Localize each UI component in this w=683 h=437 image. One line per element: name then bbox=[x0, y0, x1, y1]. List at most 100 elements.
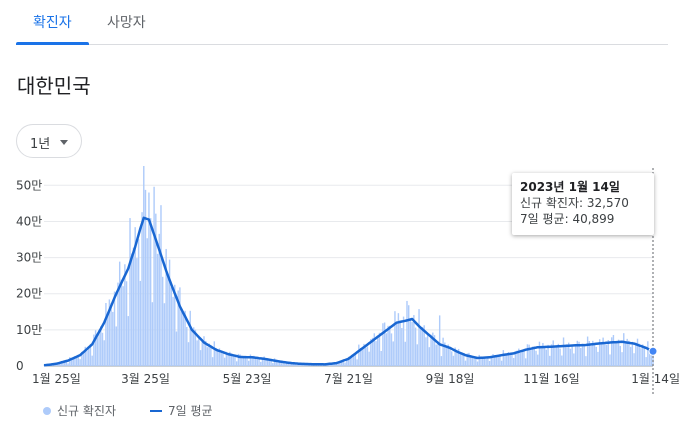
daily-case-bar bbox=[602, 337, 604, 366]
daily-case-bar bbox=[108, 299, 111, 366]
daily-case-bar bbox=[380, 350, 382, 366]
daily-case-bar bbox=[118, 261, 121, 366]
daily-case-bar bbox=[98, 329, 100, 366]
daily-case-bar bbox=[411, 321, 413, 366]
tab-cases[interactable]: 확진자 bbox=[33, 15, 72, 31]
daily-case-bar bbox=[246, 358, 248, 366]
tooltip-average: 7일 평균: 40,899 bbox=[520, 212, 615, 226]
daily-case-bar bbox=[258, 357, 260, 366]
daily-case-bar bbox=[552, 340, 554, 366]
daily-case-bar bbox=[504, 353, 506, 366]
daily-case-bar bbox=[617, 339, 620, 366]
daily-case-bar bbox=[581, 343, 584, 366]
daily-case-bar bbox=[105, 302, 107, 366]
daily-case-bar bbox=[616, 341, 618, 366]
daily-case-bar bbox=[631, 341, 634, 366]
daily-case-bar bbox=[569, 348, 572, 366]
daily-case-bar bbox=[382, 323, 384, 366]
daily-case-bar bbox=[614, 343, 616, 366]
daily-case-bar bbox=[394, 311, 396, 366]
daily-case-bar bbox=[385, 333, 388, 366]
daily-case-bar bbox=[583, 344, 585, 366]
daily-case-bar bbox=[244, 356, 246, 366]
daily-case-bar bbox=[213, 341, 216, 366]
daily-case-bar bbox=[647, 341, 649, 366]
daily-case-bar bbox=[122, 286, 124, 366]
daily-case-bar bbox=[351, 357, 353, 366]
daily-case-bar bbox=[451, 351, 453, 366]
daily-case-bar bbox=[96, 337, 99, 366]
x-tick-label: 11월 16일 bbox=[523, 372, 579, 386]
daily-case-bar bbox=[359, 348, 362, 366]
daily-case-bar bbox=[561, 355, 563, 366]
daily-case-bar bbox=[633, 353, 635, 366]
daily-case-bar bbox=[62, 362, 64, 366]
daily-case-bar bbox=[623, 333, 625, 366]
daily-case-bar bbox=[576, 340, 579, 366]
daily-case-bar bbox=[464, 360, 467, 366]
daily-case-bar bbox=[585, 356, 587, 366]
daily-case-bar bbox=[93, 334, 95, 366]
daily-case-bar bbox=[222, 353, 224, 366]
daily-case-bar bbox=[110, 303, 112, 366]
daily-case-bar bbox=[206, 347, 209, 366]
daily-case-bar bbox=[349, 356, 351, 366]
daily-case-bar bbox=[421, 327, 424, 366]
daily-case-bar bbox=[562, 337, 565, 366]
daily-case-bar bbox=[170, 287, 173, 366]
daily-case-bar bbox=[590, 345, 592, 366]
daily-case-bar bbox=[282, 362, 284, 366]
daily-case-bar bbox=[172, 296, 174, 366]
daily-case-bar bbox=[81, 351, 83, 366]
daily-case-bar bbox=[156, 253, 159, 366]
daily-case-bar bbox=[263, 356, 265, 366]
daily-case-bar bbox=[344, 362, 346, 366]
daily-case-bar bbox=[378, 332, 381, 366]
daily-case-bar bbox=[261, 357, 264, 366]
daily-case-bar bbox=[466, 353, 468, 366]
daily-case-bar bbox=[507, 352, 510, 366]
daily-case-bar bbox=[588, 340, 591, 366]
daily-case-bar bbox=[586, 336, 589, 366]
daily-case-bar bbox=[242, 356, 245, 366]
daily-case-bar bbox=[354, 354, 357, 366]
daily-case-bar bbox=[117, 282, 119, 366]
daily-case-bar bbox=[490, 356, 492, 366]
daily-case-bar bbox=[182, 313, 185, 366]
daily-case-bar bbox=[210, 347, 212, 366]
daily-case-bar bbox=[418, 309, 420, 366]
daily-case-bar bbox=[387, 325, 389, 366]
daily-case-bar bbox=[499, 355, 501, 366]
daily-case-bar bbox=[203, 336, 205, 366]
daily-case-bar bbox=[191, 330, 193, 366]
daily-case-bar bbox=[291, 363, 293, 366]
tooltip-cases-label: 신규 확진자 bbox=[520, 196, 580, 210]
x-tick-label: 7월 21일 bbox=[324, 372, 373, 386]
period-selector[interactable]: 1년 bbox=[16, 124, 82, 158]
daily-case-bar bbox=[356, 359, 358, 366]
daily-case-bar bbox=[612, 335, 615, 366]
daily-case-bar bbox=[63, 361, 66, 366]
daily-case-bar bbox=[478, 354, 480, 366]
daily-case-bar bbox=[492, 354, 494, 366]
daily-case-bar bbox=[383, 322, 386, 366]
daily-case-bar bbox=[332, 364, 334, 366]
daily-case-bar bbox=[445, 348, 448, 366]
tab-deaths[interactable]: 사망자 bbox=[107, 15, 146, 31]
daily-case-bar bbox=[189, 310, 191, 366]
daily-case-bar bbox=[395, 323, 398, 366]
daily-case-bar bbox=[408, 305, 410, 366]
daily-case-bar bbox=[275, 360, 277, 366]
daily-case-bar bbox=[84, 346, 86, 366]
daily-case-bar bbox=[580, 347, 582, 366]
daily-case-bar bbox=[426, 334, 429, 366]
daily-case-bar bbox=[528, 344, 530, 366]
daily-case-bar bbox=[187, 342, 190, 366]
daily-case-bar bbox=[112, 311, 114, 366]
daily-case-bar bbox=[100, 326, 102, 366]
tooltip-average-value: 40,899 bbox=[572, 212, 615, 226]
daily-case-bar bbox=[547, 344, 549, 366]
daily-case-bar bbox=[416, 344, 419, 366]
cases-chart[interactable]: 0 10만 20만 30만 40만 50만 1월 25일 3월 25일 5월 23일 7월 21일… bbox=[0, 166, 683, 398]
daily-case-bar bbox=[549, 355, 551, 366]
